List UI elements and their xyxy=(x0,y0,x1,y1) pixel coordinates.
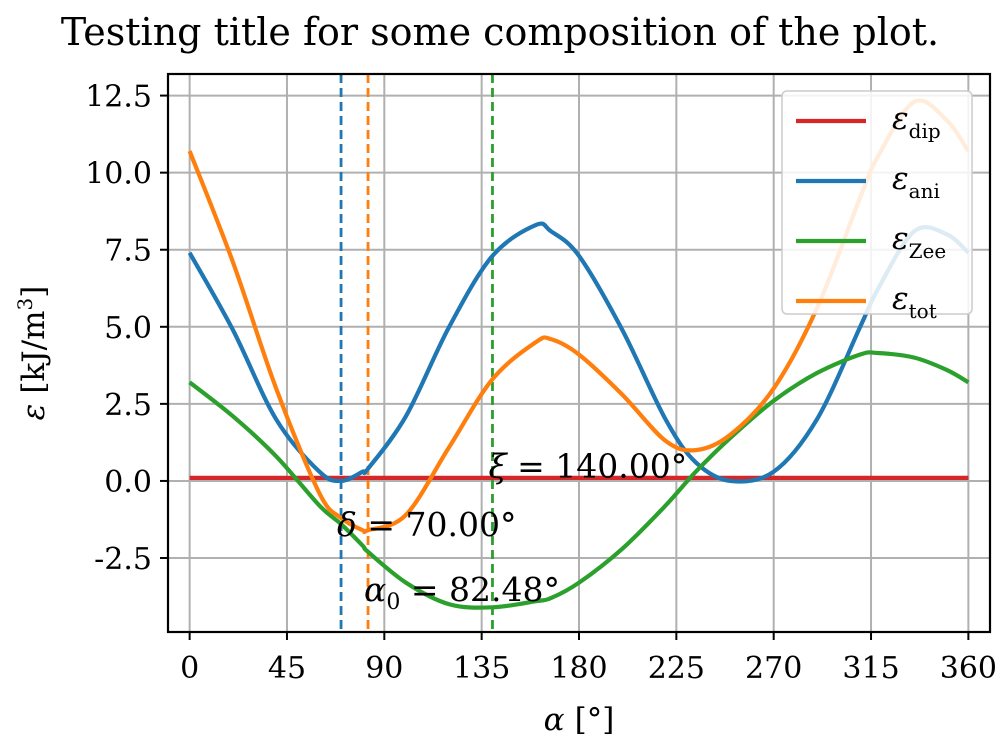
y-axis-label-unit-end: ] xyxy=(16,286,52,298)
annotation-subscript: 0 xyxy=(386,590,400,615)
legend-entry: εdip xyxy=(892,101,941,143)
x-axis-label: α [°] xyxy=(544,702,615,738)
x-tick-label: 270 xyxy=(745,651,802,686)
y-tick-label: 10.0 xyxy=(85,157,152,192)
annotation-value: = 82.48° xyxy=(400,570,560,609)
x-tick-label: 0 xyxy=(180,651,199,686)
y-axis-ticks: -2.5 0.0 2.5 5.0 7.5 10.0 12.5 xyxy=(85,80,168,577)
legend-entry: εani xyxy=(892,161,940,203)
annotation-symbol: ξ xyxy=(488,447,508,486)
annotation-value: = 140.00° xyxy=(507,447,688,486)
legend-symbol: ε xyxy=(892,281,909,317)
y-axis-label-unit: [kJ/m xyxy=(16,311,52,394)
annotation-value: = 70.00° xyxy=(357,505,517,544)
annotation-label: ξ = 140.00° xyxy=(488,447,687,486)
y-tick-label: 7.5 xyxy=(104,234,152,269)
y-tick-label: 5.0 xyxy=(104,311,152,346)
legend-symbol: ε xyxy=(892,221,909,257)
y-tick-label: 2.5 xyxy=(104,388,152,423)
annotation-label: α0 = 82.48° xyxy=(364,570,560,615)
series-line-Zee xyxy=(188,350,970,610)
y-axis-label-symbol: ε xyxy=(16,404,52,421)
legend-entry: εZee xyxy=(892,221,946,263)
annotation-symbol: δ xyxy=(337,505,357,544)
legend-symbol: ε xyxy=(892,101,909,137)
annotation-label: δ = 70.00° xyxy=(337,505,516,544)
x-axis-ticks: 0 45 90 135 180 225 270 315 360 xyxy=(180,632,997,686)
series-line-ani xyxy=(187,221,970,484)
legend-box xyxy=(781,90,973,315)
y-axis-label-unit-sup: 3 xyxy=(13,298,37,311)
legend-subscript: dip xyxy=(909,119,941,143)
legend-subscript: ani xyxy=(909,179,940,203)
annotations: ξ = 140.00° δ = 70.00° α0 = 82.48° xyxy=(337,447,687,615)
x-tick-label: 315 xyxy=(842,651,899,686)
chart-title: Testing title for some composition of th… xyxy=(61,10,939,54)
x-tick-label: 135 xyxy=(453,651,510,686)
annotation-symbol: α xyxy=(364,570,386,609)
legend-subscript: tot xyxy=(909,299,937,323)
legend-subscript: Zee xyxy=(909,239,947,263)
x-tick-label: 90 xyxy=(365,651,403,686)
y-tick-label: 0.0 xyxy=(104,465,152,500)
y-tick-label: 12.5 xyxy=(85,80,152,115)
x-tick-label: 225 xyxy=(648,651,705,686)
x-axis-label-unit: [°] xyxy=(575,702,615,738)
y-axis-label: ε [kJ/m3] xyxy=(13,286,52,421)
x-tick-label: 45 xyxy=(268,651,306,686)
legend-entry: εtot xyxy=(892,281,937,323)
y-tick-label: -2.5 xyxy=(94,542,152,577)
x-axis-label-symbol: α xyxy=(544,702,565,738)
x-tick-label: 180 xyxy=(550,651,607,686)
legend-symbol: ε xyxy=(892,161,909,197)
x-tick-label: 360 xyxy=(940,651,997,686)
reference-lines xyxy=(339,74,494,632)
